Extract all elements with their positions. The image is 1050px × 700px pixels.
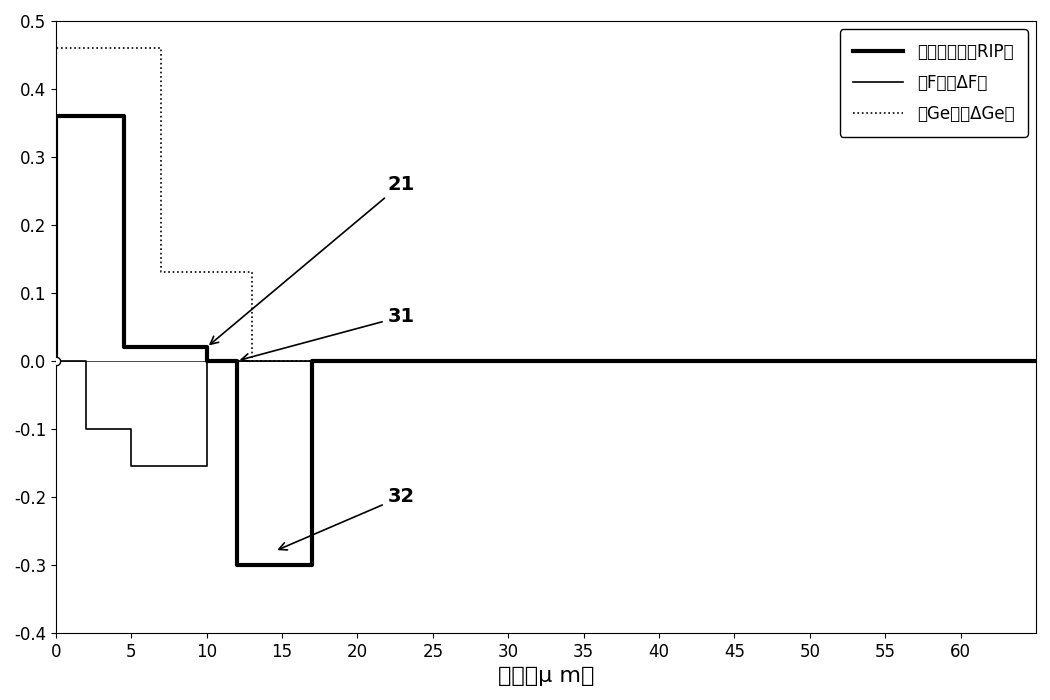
掺Ge量（ΔGe） [155,44,168,52]
X-axis label: 半径（μ m）: 半径（μ m） [498,666,594,686]
Line: 掺Ge量（ΔGe）: 掺Ge量（ΔGe） [56,48,1036,361]
掺F量（ΔF） [49,357,62,365]
折射率剪面（RIP） [118,343,130,351]
掺F量（ΔF） [201,357,213,365]
Text: 32: 32 [279,487,415,550]
掺Ge量（ΔGe） [155,268,168,277]
Legend: 折射率剪面（RIP）, 掺F量（ΔF）, 掺Ge量（ΔGe）: 折射率剪面（RIP）, 掺F量（ΔF）, 掺Ge量（ΔGe） [840,29,1028,136]
折射率剪面（RIP） [118,112,130,120]
折射率剪面（RIP） [201,357,213,365]
折射率剪面（RIP） [49,357,62,365]
Text: 31: 31 [242,307,415,361]
掺Ge量（ΔGe） [49,357,62,365]
Text: 21: 21 [210,174,415,344]
掺Ge量（ΔGe） [246,268,258,277]
掺F量（ΔF） [80,425,92,433]
掺F量（ΔF） [201,462,213,470]
折射率剪面（RIP） [201,343,213,351]
折射率剪面（RIP） [1030,357,1043,365]
掺F量（ΔF） [1030,357,1043,365]
掺Ge量（ΔGe） [1030,357,1043,365]
折射率剪面（RIP） [231,561,244,569]
掺F量（ΔF） [125,462,138,470]
掺Ge量（ΔGe） [246,357,258,365]
Line: 折射率剪面（RIP）: 折射率剪面（RIP） [56,116,1036,565]
折射率剪面（RIP） [306,357,318,365]
掺F量（ΔF） [80,357,92,365]
折射率剪面（RIP） [306,561,318,569]
掺F量（ΔF） [49,357,62,365]
Line: 掺F量（ΔF）: 掺F量（ΔF） [56,361,1036,466]
折射率剪面（RIP） [231,357,244,365]
折射率剪面（RIP） [49,112,62,120]
掺F量（ΔF） [125,425,138,433]
掺Ge量（ΔGe） [49,44,62,52]
